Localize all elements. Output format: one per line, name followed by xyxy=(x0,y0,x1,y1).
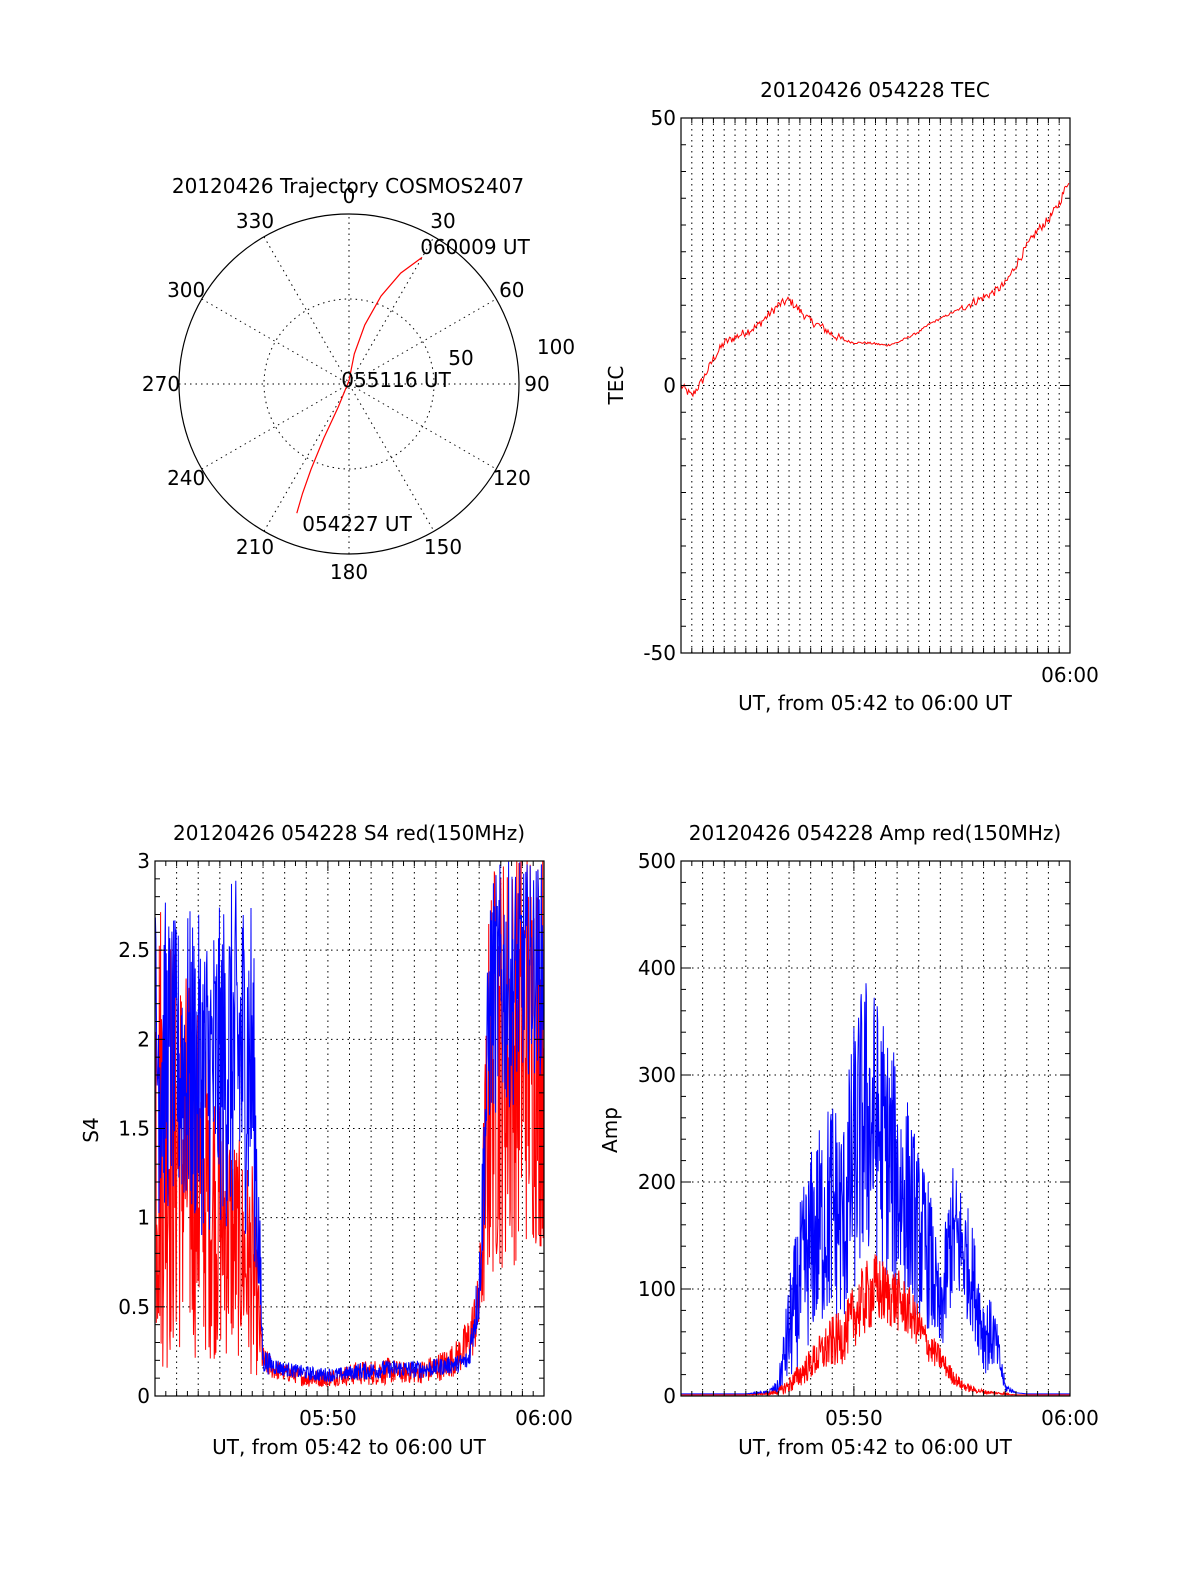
polar-angle-label-210: 210 xyxy=(236,535,274,559)
polar-angle-label-300: 300 xyxy=(167,278,205,302)
y-tick-label: 0.5 xyxy=(118,1295,150,1319)
tec-y-label: TEC xyxy=(604,366,628,406)
trajectory-track xyxy=(296,256,423,514)
amp-y-label: Amp xyxy=(598,1107,622,1153)
x-tick-label: 06:00 xyxy=(1041,663,1099,687)
trajectory-start-label: 054227 UT xyxy=(302,512,412,536)
y-tick-label: 0 xyxy=(663,1384,676,1408)
amp-panel: 20120426 054228 Amp red(150MHz) UT, from… xyxy=(598,821,1099,1459)
trajectory-mid-label: 055116 UT xyxy=(341,368,451,392)
polar-angle-label-90: 90 xyxy=(524,372,549,396)
x-tick-label: 05:50 xyxy=(299,1406,357,1430)
amp-title: 20120426 054228 Amp red(150MHz) xyxy=(689,821,1061,845)
y-tick-label: 2 xyxy=(137,1027,150,1051)
tec-series-line xyxy=(681,182,1070,398)
y-tick-label: 50 xyxy=(651,106,676,130)
polar-ring-50 xyxy=(263,298,435,470)
polar-angle-label-30: 30 xyxy=(430,209,455,233)
plot-area xyxy=(681,983,1070,1396)
s4-y-label: S4 xyxy=(79,1117,103,1142)
y-tick-label: 300 xyxy=(638,1063,676,1087)
polar-angle-label-240: 240 xyxy=(167,466,205,490)
y-tick-label: 1 xyxy=(137,1206,150,1230)
x-tick-label: 06:00 xyxy=(515,1406,573,1430)
s4-x-label: UT, from 05:42 to 06:00 UT xyxy=(212,1435,487,1459)
plot-frame xyxy=(680,860,1071,1397)
x-tick-label: 06:00 xyxy=(1041,1406,1099,1430)
polar-angle-label-270: 270 xyxy=(142,372,180,396)
y-tick-label: 500 xyxy=(638,849,676,873)
y-tick-label: 0 xyxy=(663,374,676,398)
trajectory-polar-panel: 20120426 Trajectory COSMOS2407 0 30 60 90 12… xyxy=(142,174,575,584)
amp-x-label: UT, from 05:42 to 06:00 UT xyxy=(738,1435,1013,1459)
y-tick-label: 0 xyxy=(137,1384,150,1408)
plot-area xyxy=(155,861,544,1388)
s4-panel: 20120426 054228 S4 red(150MHz) UT, from … xyxy=(79,821,573,1459)
polar-angle-label-60: 60 xyxy=(499,278,524,302)
amp-blue-series xyxy=(681,983,1070,1396)
tec-panel: 20120426 054228 TEC UT, from 05:42 to 06… xyxy=(604,78,1099,715)
polar-angle-label-180: 180 xyxy=(330,560,368,584)
s4-blue-series xyxy=(155,861,544,1383)
trajectory-end-label: 060009 UT xyxy=(420,235,530,259)
tec-x-label: UT, from 05:42 to 06:00 UT xyxy=(738,691,1013,715)
y-tick-label: 200 xyxy=(638,1170,676,1194)
polar-angle-label-120: 120 xyxy=(493,466,531,490)
y-tick-label: 3 xyxy=(137,849,150,873)
y-tick-label: 100 xyxy=(638,1277,676,1301)
polar-radius-label-100: 100 xyxy=(537,335,575,359)
y-tick-label: 1.5 xyxy=(118,1117,150,1141)
y-tick-label: 2.5 xyxy=(118,938,150,962)
trajectory-title: 20120426 Trajectory COSMOS2407 xyxy=(172,174,524,198)
polar-angle-label-330: 330 xyxy=(236,209,274,233)
s4-title: 20120426 054228 S4 red(150MHz) xyxy=(173,821,525,845)
plot-area xyxy=(681,182,1070,398)
x-tick-label: 05:50 xyxy=(825,1406,883,1430)
y-tick-label: -50 xyxy=(643,641,676,665)
tec-title: 20120426 054228 TEC xyxy=(760,78,990,102)
polar-angle-label-150: 150 xyxy=(424,535,462,559)
y-tick-label: 400 xyxy=(638,956,676,980)
polar-angle-label-0: 0 xyxy=(343,184,356,208)
polar-radius-label-50: 50 xyxy=(448,346,473,370)
